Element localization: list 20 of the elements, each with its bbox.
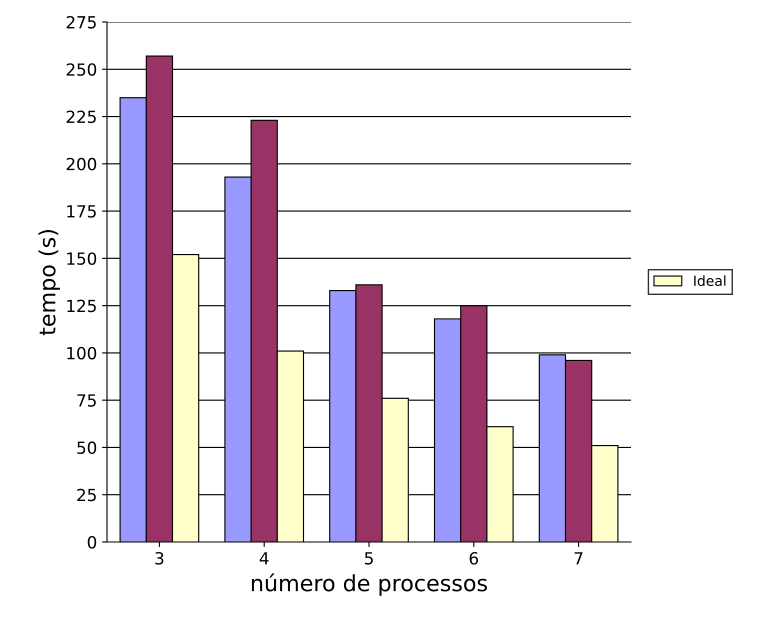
y-tick-label: 0 [88,536,96,549]
y-tick-label: 250 [66,63,96,76]
y-tick-label: 150 [67,252,96,265]
x-tick-label: 4 [260,552,269,564]
x-tick-label: 5 [364,552,373,565]
y-tick-label: 200 [66,158,96,170]
y-tick-label: 100 [67,346,96,360]
y-tick-label: 50 [77,441,96,454]
y-axis-title: tempo (s) [38,230,60,336]
y-tick-label: 125 [67,300,96,312]
x-axis-title: número de processos [252,573,488,596]
y-tick-label: 225 [66,110,96,124]
y-tick-label: 175 [67,205,96,218]
y-tick-label: 275 [66,16,96,29]
x-tick-label: 7 [574,552,582,564]
legend-label: Ideal [694,275,726,286]
y-tick-label: 75 [77,394,96,407]
y-tick-label: 25 [77,488,96,502]
x-tick-label: 3 [155,552,164,565]
x-tick-label: 6 [470,552,478,565]
